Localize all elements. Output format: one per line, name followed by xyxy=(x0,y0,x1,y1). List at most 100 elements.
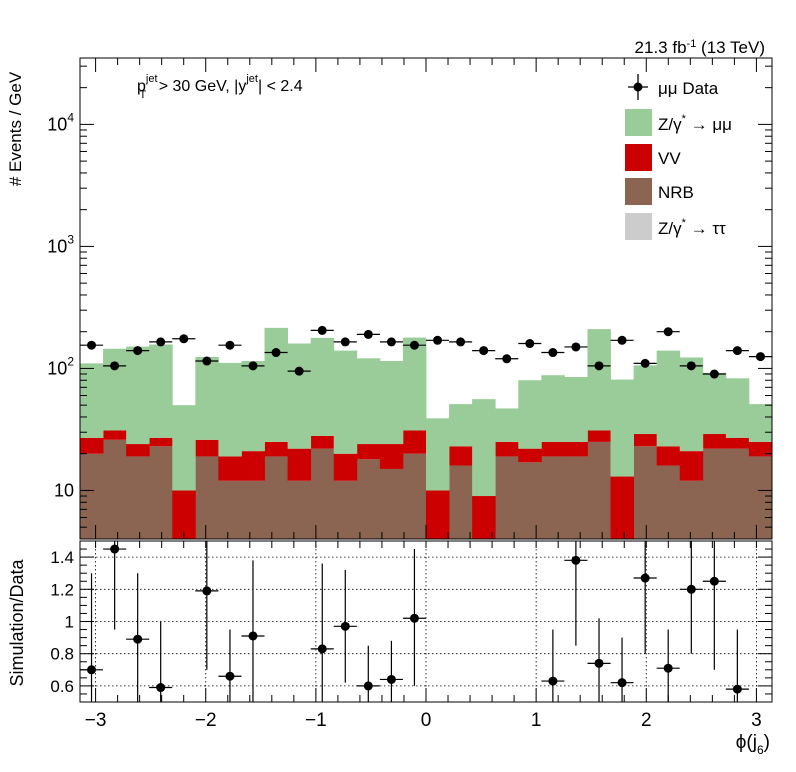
stack-bar xyxy=(126,444,150,457)
data-point xyxy=(87,340,97,350)
stack-bar xyxy=(195,357,219,440)
ratio-point xyxy=(409,613,419,623)
ratio-point xyxy=(548,676,558,686)
stack-bar xyxy=(287,448,312,481)
stack-bar xyxy=(748,441,773,457)
stack-bar xyxy=(449,465,473,539)
data-point xyxy=(686,361,696,371)
legend-entry-nrb: NRB xyxy=(625,178,694,205)
data-point xyxy=(363,329,373,339)
y-tick-label: 102 xyxy=(47,354,74,378)
cut-label: pjet T > 30 GeV, |yjet| < 2.4 xyxy=(137,73,303,101)
legend: μμ Data Z/γ* → μμ VV NRB Z/γ* → ττ xyxy=(625,74,732,240)
y-tick-label: 10 xyxy=(54,480,74,500)
data-point xyxy=(640,358,650,368)
ratio-y-tick-label: 0.8 xyxy=(50,645,74,664)
stack-bar xyxy=(725,378,750,438)
stack-bar xyxy=(287,343,312,449)
ratio-point xyxy=(386,674,396,684)
stacked-histogram xyxy=(80,327,773,539)
ratio-points xyxy=(79,541,749,702)
stack-bar xyxy=(748,404,773,442)
stack-bar xyxy=(633,446,658,539)
luminosity-label: 21.3 fb-1 (13 TeV) xyxy=(635,38,765,57)
x-axis-ratio: −3 −2 −1 0 1 2 3 xyxy=(85,541,762,731)
stack-bar xyxy=(356,358,381,445)
stack-bar xyxy=(679,480,704,539)
ratio-point xyxy=(686,584,696,594)
ratio-point xyxy=(732,684,742,694)
stack-bar xyxy=(702,372,727,435)
stack-bar xyxy=(218,456,242,481)
data-point xyxy=(225,340,235,350)
stack-bar xyxy=(172,490,196,539)
stack-bar xyxy=(264,456,288,539)
data-point xyxy=(156,337,166,347)
data-point xyxy=(594,361,604,371)
x-tick-label: 0 xyxy=(421,710,432,731)
ratio-point xyxy=(363,681,373,691)
nrb-swatch-icon xyxy=(625,178,652,205)
data-point xyxy=(709,369,719,379)
ratio-panel: 0.6 0.8 1 1.2 1.4 −3 −2 −1 0 1 2 3 xyxy=(50,540,773,731)
stack-bar xyxy=(518,380,542,449)
stack-bar xyxy=(610,476,634,539)
ratio-point xyxy=(87,665,97,675)
zmm-swatch-icon xyxy=(625,109,652,136)
ratio-point xyxy=(663,663,673,673)
data-point xyxy=(502,354,512,364)
ratio-y-tick-label: 1.2 xyxy=(50,580,74,599)
y-axis-title-main: # Events / GeV xyxy=(6,71,25,186)
stack-bar xyxy=(725,448,750,539)
data-point xyxy=(732,346,742,356)
stack-bar xyxy=(218,480,242,539)
stack-bar xyxy=(472,399,496,497)
legend-ztt-label: Z/γ* → ττ xyxy=(658,217,726,238)
ratio-point xyxy=(156,683,166,693)
stack-bar xyxy=(656,465,681,539)
stack-bar xyxy=(310,448,335,539)
stack-bar xyxy=(103,439,127,539)
ratio-point xyxy=(225,671,235,681)
data-point xyxy=(617,335,627,345)
stack-bar xyxy=(333,453,358,481)
ratio-point xyxy=(594,658,604,668)
ratio-y-tick-label: 1.4 xyxy=(50,548,74,567)
data-point xyxy=(479,346,489,356)
stack-bar xyxy=(633,365,658,435)
stack-bar xyxy=(172,405,196,491)
stack-bar xyxy=(472,496,496,539)
stack-bar xyxy=(310,337,335,436)
data-point xyxy=(571,342,581,352)
stack-bar xyxy=(264,441,288,457)
ratio-point xyxy=(317,644,327,654)
ratio-point xyxy=(110,544,120,554)
stack-bar xyxy=(610,379,634,477)
stack-bar xyxy=(518,462,542,539)
stack-bar xyxy=(333,480,358,539)
stack-bar xyxy=(564,441,588,457)
legend-vv-label: VV xyxy=(658,149,681,168)
stack-bar xyxy=(679,357,704,452)
data-point xyxy=(202,356,212,366)
stack-bar xyxy=(633,434,658,447)
stack-bar xyxy=(379,444,404,469)
stack-bar xyxy=(126,346,150,445)
stack-bar xyxy=(541,441,565,457)
stack-bar xyxy=(449,446,473,466)
data-point xyxy=(386,337,396,347)
stack-bar xyxy=(541,456,565,539)
data-point xyxy=(433,335,443,345)
stack-bar xyxy=(564,456,588,539)
stack-bar xyxy=(402,337,427,431)
stack-bar xyxy=(587,329,611,431)
stack-bar xyxy=(333,350,358,454)
stack-bar xyxy=(218,362,242,457)
stack-bar xyxy=(241,480,265,539)
ratio-point xyxy=(133,634,143,644)
x-tick-label: 1 xyxy=(531,710,542,731)
x-tick-label: −1 xyxy=(305,710,327,731)
stack-bar xyxy=(748,456,773,539)
stack-bar xyxy=(195,456,219,539)
